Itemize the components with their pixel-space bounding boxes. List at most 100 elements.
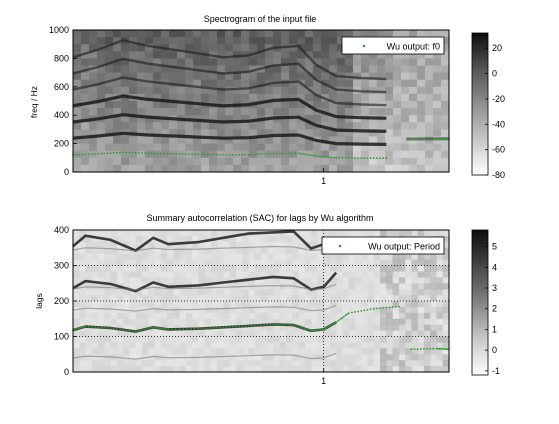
sac-cell (142, 337, 149, 344)
spectrogram-cell (369, 94, 378, 102)
spectrogram-cell (441, 94, 450, 102)
sac-cell (255, 342, 262, 349)
sac-cell (317, 277, 324, 284)
spectrogram-cell (241, 122, 250, 130)
sac-cell (167, 248, 174, 255)
sac-cell (411, 277, 418, 284)
spectrogram-f0-point (238, 154, 240, 156)
spectrogram-cell (105, 158, 114, 166)
sac-cell (198, 342, 205, 349)
sac-period-point (443, 348, 445, 350)
spectrogram-cell (233, 144, 242, 152)
sac-period-point (317, 329, 319, 331)
spectrogram-cell (137, 165, 146, 173)
sac-cell (98, 301, 105, 308)
spectrogram-cell (81, 108, 90, 116)
sac-cell (136, 360, 143, 367)
sac-cell (92, 289, 99, 296)
spectrogram-cell (105, 144, 114, 152)
spectrogram-cell (241, 144, 250, 152)
spectrogram-cell (177, 30, 186, 38)
sac-period-point (139, 330, 141, 332)
sac-y-tick-label: 400 (54, 225, 69, 235)
sac-cell (192, 271, 199, 278)
sac-period-point (122, 329, 124, 331)
sac-cell (117, 254, 124, 261)
sac-cell (98, 307, 105, 314)
sac-cell (136, 277, 143, 284)
spectrogram-f0-point (300, 153, 302, 155)
spectrogram-f0-point (360, 157, 362, 159)
sac-cell (430, 271, 437, 278)
sac-cell (311, 254, 318, 261)
sac-cell (142, 289, 149, 296)
sac-cell (136, 254, 143, 261)
spectrogram-cell (377, 108, 386, 116)
spectrogram-cell (273, 87, 282, 95)
sac-cell (123, 342, 130, 349)
spectrogram-cell (417, 151, 426, 159)
sac-cell (129, 354, 136, 361)
sac-cell (192, 301, 199, 308)
sac-cell (211, 254, 218, 261)
spectrogram-cell (113, 165, 122, 173)
sac-cell (355, 337, 362, 344)
sac-cell (167, 236, 174, 243)
sac-legend-marker (339, 245, 342, 248)
sac-cell (418, 230, 425, 237)
sac-period-point (110, 327, 112, 329)
sac-cell (198, 313, 205, 320)
sac-cell (129, 342, 136, 349)
spectrogram-f0-point (285, 153, 287, 155)
spectrogram-cell (409, 158, 418, 166)
spectrogram-cell (409, 94, 418, 102)
sac-cell (142, 254, 149, 261)
spectrogram-cell (265, 51, 274, 59)
sac-cell (73, 277, 80, 284)
sac-cell (330, 289, 337, 296)
sac-cell (198, 254, 205, 261)
spectrogram-cell (377, 30, 386, 38)
sac-cell (380, 319, 387, 326)
spectrogram-cell (153, 108, 162, 116)
sac-period-point (426, 348, 428, 350)
sac-cell (173, 271, 180, 278)
sac-cell (79, 313, 86, 320)
sac-cell (317, 260, 324, 267)
spectrogram-cell (241, 30, 250, 38)
sac-cell (311, 301, 318, 308)
spectrogram-cell (177, 165, 186, 173)
sac-cell (386, 295, 393, 302)
sac-cell (129, 360, 136, 367)
sac-cell (393, 289, 400, 296)
sac-cell (330, 260, 337, 267)
sac-cell (374, 360, 381, 367)
sac-cell (430, 354, 437, 361)
spectrogram-cell (401, 87, 410, 95)
sac-period-point (321, 329, 323, 331)
spectrogram-cell (121, 51, 130, 59)
sac-cell (236, 319, 243, 326)
spectrogram-f0-point (147, 152, 149, 154)
sac-cell (399, 283, 406, 290)
sac-cell (173, 360, 180, 367)
spectrogram-cell (297, 30, 306, 38)
spectrogram-cell (129, 44, 138, 52)
sac-cell (73, 301, 80, 308)
sac-cell (336, 271, 343, 278)
sac-cell (330, 360, 337, 367)
sac-cell (180, 342, 187, 349)
sac-cell (437, 301, 444, 308)
spectrogram-cell (313, 51, 322, 59)
spectrogram-x-tick-label: 1 (321, 176, 326, 186)
spectrogram-cell (425, 129, 434, 137)
sac-cell (324, 260, 331, 267)
spectrogram-cell (145, 158, 154, 166)
sac-cell (261, 348, 268, 355)
spectrogram-cell (185, 87, 194, 95)
sac-cell (223, 248, 230, 255)
spectrogram-f0-point (420, 139, 422, 141)
spectrogram-cell (193, 73, 202, 81)
sac-cell (236, 354, 243, 361)
sac-cell (167, 271, 174, 278)
